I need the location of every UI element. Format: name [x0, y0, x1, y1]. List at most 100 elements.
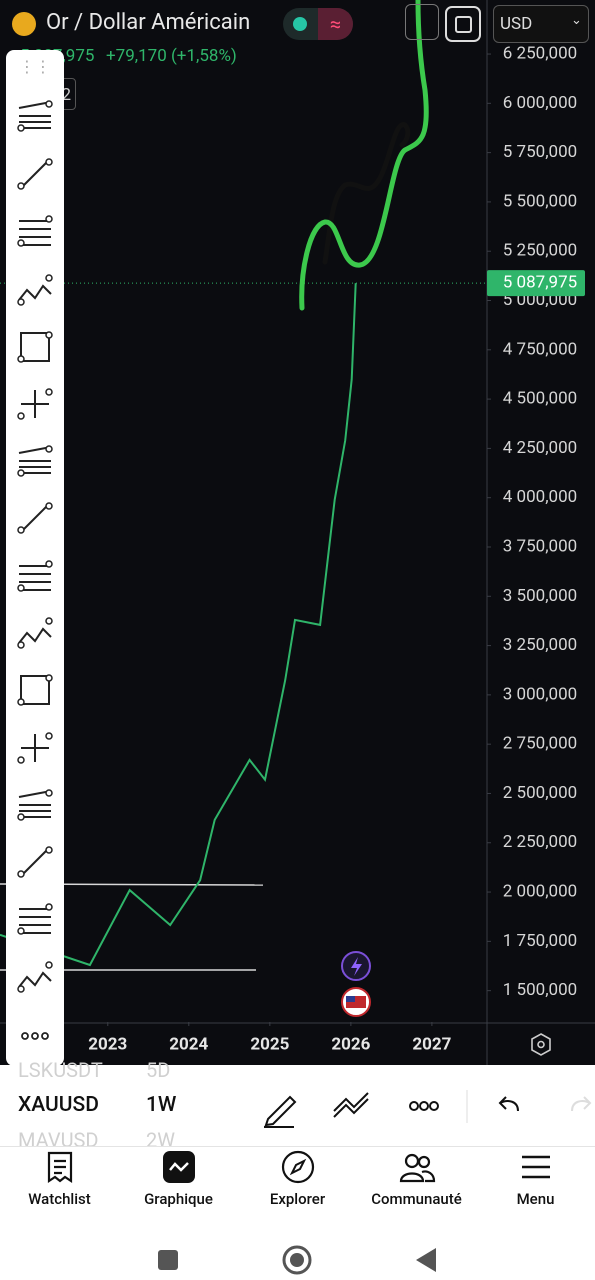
tool-icon[interactable] — [17, 215, 53, 247]
y-tick-label: 5 750,000 — [503, 142, 577, 162]
icon-stroke — [18, 446, 52, 474]
last-price-tag — [487, 270, 585, 297]
icon-node — [17, 698, 25, 706]
chart: 1 500,000 1 750,000 2 000,000 2 250,000 2 50… — [0, 0, 595, 1065]
symbol-row[interactable]: XAUUSD — [18, 1093, 99, 1117]
nav-label: Explorer — [269, 1190, 326, 1208]
ticks: 1 500,000 1 750,000 2 000,000 2 250,000 2 50… — [88, 44, 577, 1055]
tool-icon[interactable] — [17, 274, 53, 306]
currency-select[interactable]: USD ⌄ — [493, 5, 589, 43]
icon-node — [45, 331, 53, 339]
tool-icon[interactable] — [17, 961, 53, 993]
draw-icon[interactable] — [264, 1095, 297, 1128]
gold-logo — [12, 12, 36, 36]
y-tick-label: 2 000,000 — [503, 882, 577, 902]
icon-node — [17, 526, 25, 534]
tool-icon[interactable] — [17, 100, 53, 132]
flag-canton — [346, 996, 355, 1002]
y-tick-label: 2 750,000 — [503, 734, 577, 754]
icon-stroke — [21, 734, 49, 762]
tool-icon[interactable] — [17, 502, 53, 534]
y-tick-label: 1 500,000 — [503, 980, 577, 1000]
bottom-panel — [0, 1065, 595, 1280]
nav-graphique[interactable]: Graphique — [119, 1150, 238, 1208]
tool-icon[interactable] — [17, 560, 53, 592]
tool-icon[interactable] — [17, 445, 53, 477]
icon-stroke — [18, 284, 52, 301]
nav-label: Communauté — [371, 1190, 462, 1208]
icon-stroke — [20, 675, 50, 705]
icon-node — [17, 985, 25, 993]
undo-icon[interactable] — [498, 1096, 519, 1112]
currency-label: USD — [500, 14, 533, 34]
plot: 5 087,975 — [0, 270, 585, 967]
tool-icon[interactable] — [17, 388, 53, 420]
back-button[interactable] — [416, 1248, 436, 1272]
indicator-icon[interactable] — [333, 1092, 369, 1118]
icon-stroke — [18, 101, 52, 129]
symbol-title[interactable]: Or / Dollar Américain — [46, 10, 251, 35]
chart-background — [0, 0, 595, 1065]
drag-handle: ⋮⋮ — [19, 57, 51, 76]
icon-node — [45, 846, 53, 854]
interval: 2W — [146, 1128, 175, 1146]
layout-button[interactable] — [445, 6, 481, 42]
more-dot[interactable] — [409, 1101, 419, 1111]
tool-icon[interactable] — [17, 789, 53, 821]
tool-icon[interactable] — [17, 674, 53, 706]
home-button[interactable] — [282, 1245, 312, 1275]
icon-node — [45, 158, 53, 166]
y-tick-label: 4 750,000 — [503, 339, 577, 359]
y-tick-label: 4 250,000 — [503, 438, 577, 458]
tool-button[interactable] — [405, 4, 439, 40]
y-tick-label: 3 500,000 — [503, 586, 577, 606]
icon-node — [17, 298, 25, 306]
drawing-toolbar: ⋮⋮ — [6, 50, 64, 1066]
settings-icon[interactable] — [531, 1033, 551, 1056]
more-dot — [419, 1101, 429, 1111]
icon-node — [17, 756, 25, 764]
nav-label: Menu — [516, 1190, 555, 1208]
x-tick-label: 2026 — [331, 1034, 370, 1054]
tool-icon[interactable] — [17, 158, 53, 190]
lightning-icon — [351, 957, 362, 976]
price-change: +79,170 (+1,58%) — [106, 46, 237, 66]
symbol-row[interactable]: LSKUSDT — [18, 1058, 103, 1082]
icon-node — [17, 870, 25, 878]
tool-icon[interactable] — [17, 331, 53, 363]
redo-icon[interactable] — [571, 1096, 592, 1112]
tool-icon[interactable] — [17, 617, 53, 649]
nav-communaute[interactable]: Communauté — [357, 1150, 476, 1208]
y-tick-label: 2 500,000 — [503, 783, 577, 803]
menu-icon — [521, 1155, 550, 1179]
nav-watchlist[interactable]: Watchlist — [0, 1150, 119, 1208]
icon-node — [17, 239, 25, 247]
icon-node — [17, 927, 25, 935]
recent-apps[interactable] — [158, 1250, 178, 1270]
nav-explorer[interactable]: Explorer — [238, 1150, 357, 1208]
market-status[interactable]: ≈ — [283, 8, 353, 40]
icon-node — [17, 813, 25, 821]
symbol-row[interactable]: MAVUSD — [18, 1128, 99, 1146]
layout-icon — [455, 16, 472, 33]
tool-icon[interactable] — [17, 732, 53, 764]
interval[interactable]: 1W — [146, 1093, 177, 1117]
x-tick-label: 2025 — [250, 1034, 289, 1054]
home-button-center — [290, 1253, 304, 1267]
tool-icon[interactable] — [17, 846, 53, 878]
nav-label: Graphique — [144, 1190, 213, 1208]
icon-node — [17, 182, 25, 190]
icon-node — [45, 274, 53, 282]
status-dot — [293, 17, 307, 31]
nav-menu[interactable]: Menu — [476, 1150, 595, 1208]
y-tick-label: 4 000,000 — [503, 487, 577, 507]
nav-label: Watchlist — [28, 1190, 91, 1208]
icon-node — [45, 732, 53, 740]
icon-stroke — [19, 220, 51, 246]
icon-stroke — [19, 565, 51, 591]
tool-icon[interactable] — [17, 903, 53, 935]
icon-node — [17, 124, 25, 132]
icon-node — [45, 560, 53, 568]
icon-node — [45, 100, 53, 108]
settings-icon-center — [537, 1040, 545, 1049]
